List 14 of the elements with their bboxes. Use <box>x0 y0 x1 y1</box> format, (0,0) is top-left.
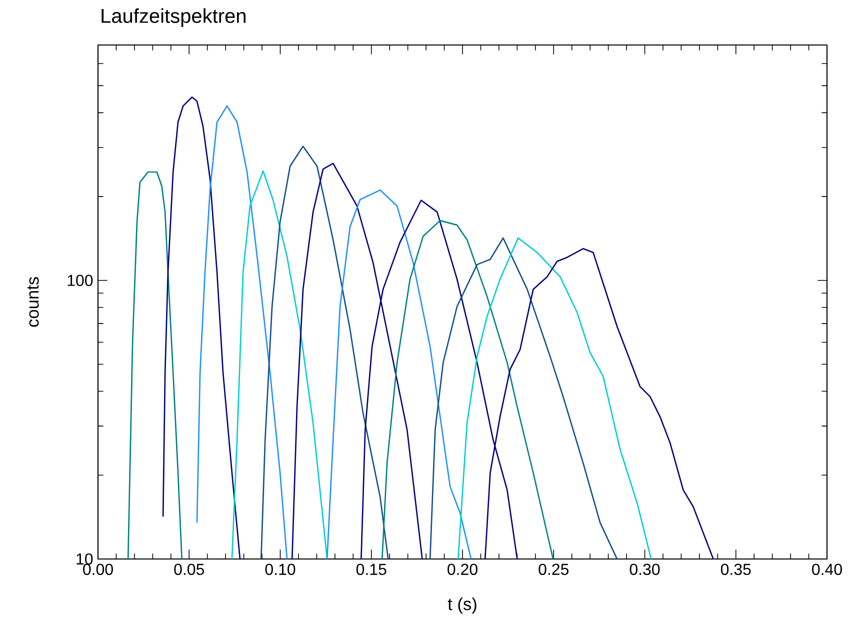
x-tick-label: 0.40 <box>812 564 842 576</box>
chart-title: Laufzeitspektren <box>102 8 246 27</box>
x-tick-label: 0.25 <box>538 564 569 576</box>
x-tick-label: 0.35 <box>720 564 751 576</box>
y-tick-label: 10 <box>76 553 93 565</box>
x-tick-label: 0.05 <box>174 564 204 576</box>
y-tick-label: 100 <box>68 274 93 286</box>
y-axis-title: counts <box>27 277 39 327</box>
x-tick-label: 0.00 <box>83 564 113 576</box>
x-tick-label: 0.30 <box>630 564 660 576</box>
x-axis-title: t (s) <box>448 598 476 614</box>
x-tick-label: 0.10 <box>265 564 296 576</box>
x-tick-label: 0.15 <box>356 564 386 576</box>
x-tick-label: 0.20 <box>448 564 478 576</box>
